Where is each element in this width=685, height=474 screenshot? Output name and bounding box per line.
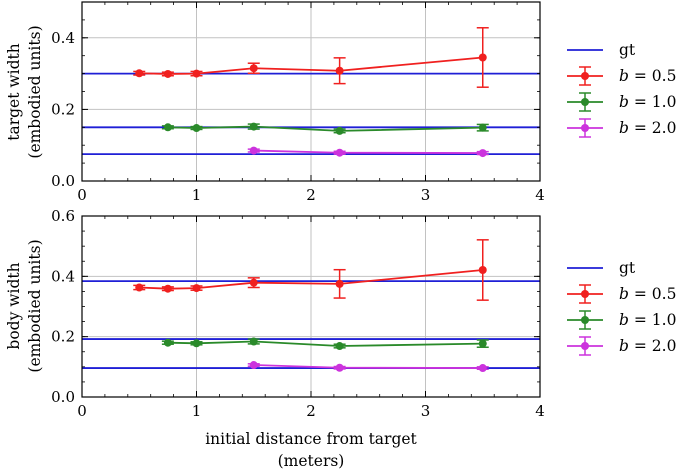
body-width-panel: 0 1 2 3 4 0.0 0.2 0.4 0.6 body width (embodied u… [5,207,676,420]
legend-gt-label: gt [619,41,636,59]
legend-swatch-marker [581,316,589,324]
plot-area: 0 1 2 3 4 0.0 0.2 0.4 0.6 [51,207,545,420]
x-axis-label-line2: (meters) [278,452,345,470]
series-line [139,56,483,75]
data-point [249,337,258,346]
legend-series-value: = 1.0 [629,93,677,111]
x-tick-label: 3 [421,402,431,420]
data-point [249,146,258,155]
legend-swatch-marker [581,98,589,106]
legend-swatch-marker [581,290,589,298]
data-point [163,284,172,293]
series-line [253,149,483,154]
series-line [167,340,483,347]
data-point [335,342,344,351]
y-tick-label: 0.4 [51,267,75,285]
x-tick-label: 4 [535,186,545,204]
x-tick-label: 2 [306,402,316,420]
x-tick-label: 0 [77,402,87,420]
y-tick-label: 0.6 [51,207,75,225]
x-tick-label: 0 [77,186,87,204]
y-tick-label: 0.4 [51,29,75,47]
data-point [478,123,487,132]
legend-swatch-marker [581,72,589,80]
data-point [335,363,344,372]
legend-series-var: b [619,67,629,85]
data-point [335,279,344,288]
legend-series-var: b [619,337,629,355]
legend-series-value: = 2.0 [629,337,677,355]
data-point [135,69,144,78]
y-tick-label: 0.0 [51,172,75,190]
legend-series-label: b = 2.0 [619,337,676,355]
legend-series-value: = 1.0 [629,311,677,329]
series-line [139,269,483,290]
data-point [249,278,258,287]
x-axis-label-line1: initial distance from target [205,430,417,448]
legend-series-var: b [619,311,629,329]
data-point [192,284,201,293]
y-axis-label-line2: (embodied units) [26,239,44,372]
data-point [335,66,344,75]
legend-series-label: b = 1.0 [619,93,676,111]
legend-series-label: b = 2.0 [619,119,676,137]
data-point [163,123,172,132]
y-axis-label-line1: target width [5,43,23,141]
x-tick-label: 2 [306,186,316,204]
y-axis-label-line2: (embodied units) [26,25,44,158]
legend-swatch-marker [581,342,589,350]
legend-series-label: b = 0.5 [619,285,676,303]
y-axis-label: body width (embodied units) [5,239,44,372]
data-point [335,126,344,135]
data-point [192,69,201,78]
legend-series-value: = 0.5 [629,67,677,85]
legend-series-label: b = 0.5 [619,67,676,85]
legend-series-value: = 2.0 [629,119,677,137]
y-axis-label-line1: body width [5,262,23,349]
data-point [478,53,487,62]
y-tick-label: 0.0 [51,388,75,406]
x-tick-label: 4 [535,402,545,420]
data-point [478,339,487,348]
legend: gtb = 0.5b = 1.0b = 2.0 [567,259,676,356]
y-tick-label: 0.2 [51,328,75,346]
data-point [478,265,487,274]
legend-swatch-marker [581,124,589,132]
data-point [249,64,258,73]
x-tick-label: 1 [192,186,202,204]
y-tick-label: 0.2 [51,100,75,118]
x-tick-label: 1 [192,402,202,420]
legend-series-var: b [619,93,629,111]
legend-series-var: b [619,285,629,303]
plot-area: 0 1 2 3 4 0.0 0.2 0.4 [51,1,545,204]
legend-series-var: b [619,119,629,137]
data-point [135,283,144,292]
data-point [249,122,258,131]
data-point [478,364,487,373]
y-axis-label: target width (embodied units) [5,25,44,158]
legend: gtb = 0.5b = 1.0b = 2.0 [567,41,676,138]
data-point [163,69,172,78]
data-point [249,361,258,370]
target-width-panel: 0 1 2 3 4 0.0 0.2 0.4 target width (embodied un… [5,1,676,204]
data-point [478,149,487,158]
legend-series-label: b = 1.0 [619,311,676,329]
data-point [335,148,344,157]
legend-gt-label: gt [619,259,636,277]
legend-series-value: = 0.5 [629,285,677,303]
data-point [192,339,201,348]
data-point [163,338,172,347]
data-point [192,124,201,133]
x-tick-label: 3 [421,186,431,204]
